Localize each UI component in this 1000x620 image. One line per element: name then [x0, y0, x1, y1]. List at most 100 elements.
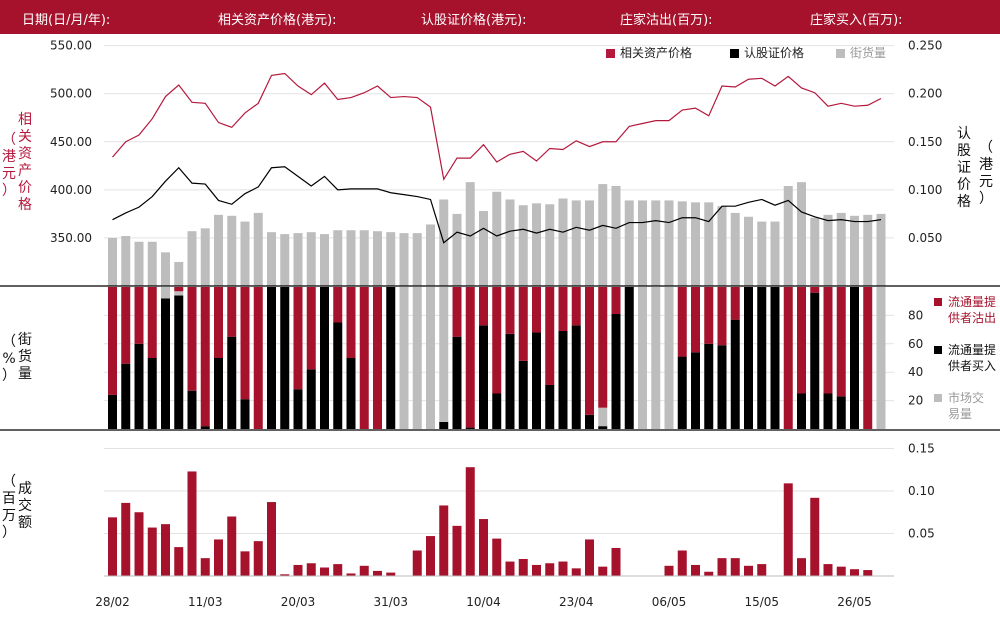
lp-bought-bar — [293, 389, 303, 429]
lp-bought-bar — [439, 421, 449, 429]
turnover-bar — [797, 558, 806, 576]
outstanding-bar — [850, 215, 859, 286]
turnover-bar — [280, 574, 290, 576]
x-tick-label: 06/05 — [652, 595, 687, 609]
lp-bought-bar — [757, 287, 767, 429]
turnover-bar — [333, 564, 343, 576]
pct-tick-label: 20 — [908, 394, 923, 408]
lp-bought-bar — [797, 393, 806, 429]
legend-outstanding: 街货量 — [836, 44, 886, 61]
legend-lp-sold-swatch — [934, 298, 942, 306]
underlying-price-line — [112, 72, 882, 181]
outstanding-bar — [677, 201, 687, 286]
turnover-bar — [373, 570, 382, 576]
outstanding-bar — [770, 221, 780, 286]
turnover-bar — [823, 564, 833, 576]
outstanding-bar — [267, 232, 276, 286]
lp-bought-bar — [187, 390, 197, 429]
right-price-tick-label: 0.250 — [908, 39, 942, 53]
legend-outstanding-swatch — [836, 49, 845, 58]
turnover-bar — [704, 571, 714, 576]
turnover-bar — [492, 538, 502, 576]
left-price-tick-label: 500.00 — [50, 87, 92, 101]
turnover-bar — [134, 512, 144, 576]
market-volume-bar — [651, 287, 661, 429]
lp-bought-bar — [267, 287, 276, 429]
market-volume-bar — [638, 287, 647, 429]
lp-bought-bar — [240, 399, 250, 429]
lp-bought-bar — [558, 331, 568, 429]
outstanding-bar — [399, 233, 409, 286]
left-mid-axis-unit: （%） — [2, 334, 16, 384]
market-volume-bar — [399, 287, 409, 429]
outstanding-bar — [426, 224, 435, 286]
lp-sold-bar — [147, 287, 157, 358]
lp-bought-bar — [134, 343, 144, 429]
outstanding-bar — [227, 215, 237, 286]
turnover-bar — [253, 541, 263, 576]
turnover-bar — [426, 536, 435, 576]
left-price-tick-label: 350.00 — [50, 231, 92, 245]
turnover-bar — [359, 565, 369, 576]
outstanding-bar — [293, 233, 303, 286]
lp-sold-bar — [240, 287, 250, 400]
outstanding-bar — [691, 202, 700, 286]
lp-bought-bar — [677, 356, 687, 429]
turnover-bar — [545, 563, 555, 576]
lp-bought-bar — [532, 332, 541, 429]
turnover-bar — [585, 539, 594, 576]
lp-bought-bar — [174, 295, 184, 429]
turnover-bar — [810, 497, 820, 576]
lp-bought-bar — [200, 426, 210, 429]
right-price-tick-label: 0.050 — [908, 231, 942, 245]
lp-sold-bar — [585, 287, 594, 415]
lp-bought-bar — [227, 336, 237, 429]
turnover-bar — [730, 558, 740, 576]
x-tick-label: 11/03 — [188, 595, 223, 609]
turnover-bar — [850, 569, 859, 576]
lp-sold-bar — [479, 287, 488, 326]
turnover-bar — [783, 483, 793, 576]
outstanding-bar — [757, 221, 767, 286]
outstanding-bar — [412, 233, 422, 286]
outstanding-bar — [624, 200, 634, 286]
lp-sold-bar — [346, 287, 356, 358]
market-volume-bar — [412, 287, 422, 429]
lp-bought-bar — [386, 287, 396, 429]
outstanding-bar — [836, 212, 846, 286]
outstanding-bar — [823, 214, 833, 286]
outstanding-bar — [346, 230, 356, 286]
lp-sold-bar — [174, 287, 184, 292]
turnover-bar — [161, 524, 170, 576]
market-volume-bar — [174, 291, 184, 296]
lp-bought-bar — [691, 352, 700, 429]
turnover-bar — [717, 558, 727, 576]
outstanding-bar — [306, 232, 316, 286]
header-issuer-sold-label: 庄家沽出(百万): — [620, 13, 713, 28]
lp-sold-bar — [227, 287, 237, 337]
lp-sold-bar — [863, 287, 873, 429]
turnover-bar — [240, 551, 250, 576]
market-volume-bar — [876, 287, 886, 429]
lp-bought-bar — [744, 287, 753, 429]
pct-tick-label: 80 — [908, 308, 923, 322]
outstanding-bar — [134, 241, 144, 286]
pct-tick-label: 60 — [908, 337, 923, 351]
outstanding-bar — [214, 214, 223, 286]
lp-bought-bar — [730, 319, 740, 429]
lp-bought-bar — [492, 393, 502, 429]
right-price-tick-label: 0.150 — [908, 135, 942, 149]
right-price-tick-label: 0.100 — [908, 183, 942, 197]
turnover-bar — [187, 471, 197, 576]
left-top-axis-title: 相关资产价格 — [18, 112, 32, 213]
header-date-label: 日期(日/月/年): — [22, 13, 111, 28]
lp-sold-bar — [492, 287, 502, 394]
header-bar: 日期(日/月/年): 相关资产价格(港元): 认股证价格(港元): 庄家沽出(百… — [0, 0, 1000, 34]
lp-sold-bar — [836, 287, 846, 397]
outstanding-bar — [651, 200, 661, 286]
turnover-bar — [108, 517, 117, 576]
outstanding-bar — [545, 204, 555, 286]
legend-lp-bought: 流通量提供者买入 — [934, 342, 1000, 374]
lp-sold-bar — [797, 287, 806, 394]
x-tick-label: 23/04 — [559, 595, 594, 609]
